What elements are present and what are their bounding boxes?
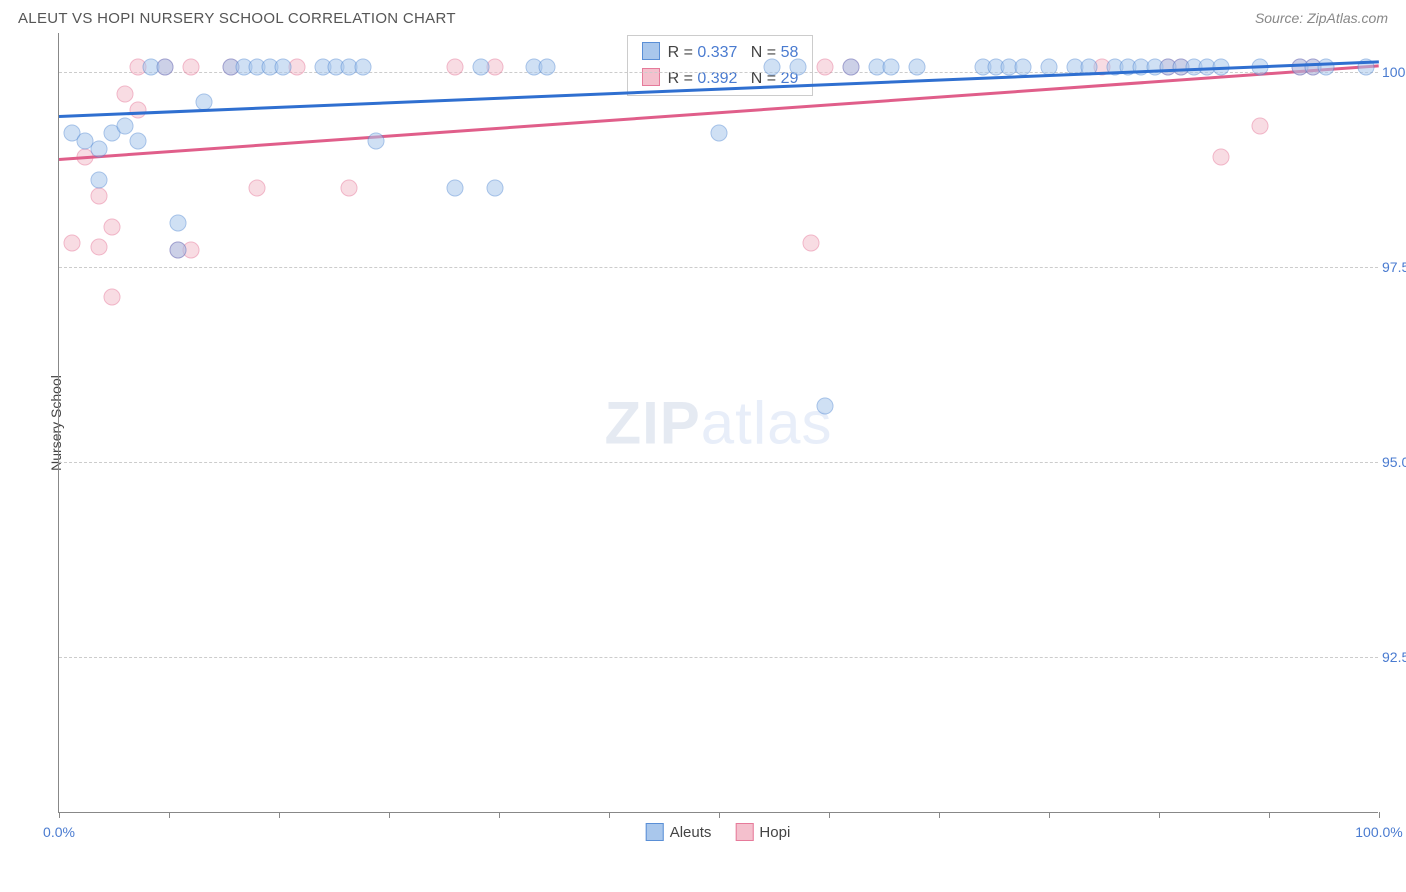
gridline xyxy=(59,657,1378,658)
x-tick xyxy=(389,812,390,818)
x-tick xyxy=(829,812,830,818)
scatter-point xyxy=(103,289,120,306)
x-tick xyxy=(1269,812,1270,818)
x-tick xyxy=(1049,812,1050,818)
scatter-point xyxy=(103,219,120,236)
scatter-point xyxy=(156,59,173,76)
y-tick-label: 100.0% xyxy=(1382,64,1406,80)
x-tick-label: 0.0% xyxy=(43,824,75,840)
scatter-point xyxy=(711,125,728,142)
scatter-point xyxy=(1212,148,1229,165)
scatter-point xyxy=(763,59,780,76)
scatter-point xyxy=(183,59,200,76)
scatter-point xyxy=(486,180,503,197)
plot-region: ZIPatlas R = 0.337 N = 58R = 0.392 N = 2… xyxy=(58,33,1378,813)
scatter-point xyxy=(816,398,833,415)
scatter-point xyxy=(816,59,833,76)
scatter-point xyxy=(64,234,81,251)
scatter-point xyxy=(882,59,899,76)
scatter-point xyxy=(90,141,107,158)
scatter-point xyxy=(447,180,464,197)
y-tick-label: 97.5% xyxy=(1382,259,1406,275)
x-tick-label: 100.0% xyxy=(1355,824,1402,840)
scatter-point xyxy=(367,133,384,150)
x-tick xyxy=(939,812,940,818)
scatter-point xyxy=(275,59,292,76)
gridline xyxy=(59,462,1378,463)
x-tick xyxy=(1159,812,1160,818)
x-tick xyxy=(169,812,170,818)
x-tick xyxy=(499,812,500,818)
scatter-point xyxy=(90,172,107,189)
chart-title: ALEUT VS HOPI NURSERY SCHOOL CORRELATION… xyxy=(18,10,456,27)
scatter-point xyxy=(249,180,266,197)
x-tick xyxy=(279,812,280,818)
scatter-point xyxy=(169,242,186,259)
scatter-point xyxy=(843,59,860,76)
x-tick xyxy=(59,812,60,818)
scatter-point xyxy=(341,180,358,197)
scatter-point xyxy=(130,102,147,119)
scatter-point xyxy=(354,59,371,76)
chart-area: Nursery School ZIPatlas R = 0.337 N = 58… xyxy=(58,33,1378,813)
x-tick xyxy=(719,812,720,818)
gridline xyxy=(59,267,1378,268)
legend: Aleuts Hopi xyxy=(646,823,791,841)
scatter-point xyxy=(473,59,490,76)
scatter-point xyxy=(539,59,556,76)
y-tick-label: 95.0% xyxy=(1382,454,1406,470)
scatter-point xyxy=(1318,59,1335,76)
watermark: ZIPatlas xyxy=(604,388,832,457)
scatter-point xyxy=(169,215,186,232)
scatter-point xyxy=(803,234,820,251)
x-tick xyxy=(609,812,610,818)
scatter-point xyxy=(130,133,147,150)
scatter-point xyxy=(90,238,107,255)
scatter-point xyxy=(1014,59,1031,76)
scatter-point xyxy=(790,59,807,76)
scatter-point xyxy=(447,59,464,76)
y-tick-label: 92.5% xyxy=(1382,649,1406,665)
legend-item: Aleuts xyxy=(646,823,712,841)
scatter-point xyxy=(909,59,926,76)
scatter-point xyxy=(117,86,134,103)
source-attribution: Source: ZipAtlas.com xyxy=(1255,10,1388,26)
scatter-point xyxy=(90,187,107,204)
x-tick xyxy=(1379,812,1380,818)
scatter-point xyxy=(1252,117,1269,134)
legend-item: Hopi xyxy=(735,823,790,841)
scatter-point xyxy=(117,117,134,134)
